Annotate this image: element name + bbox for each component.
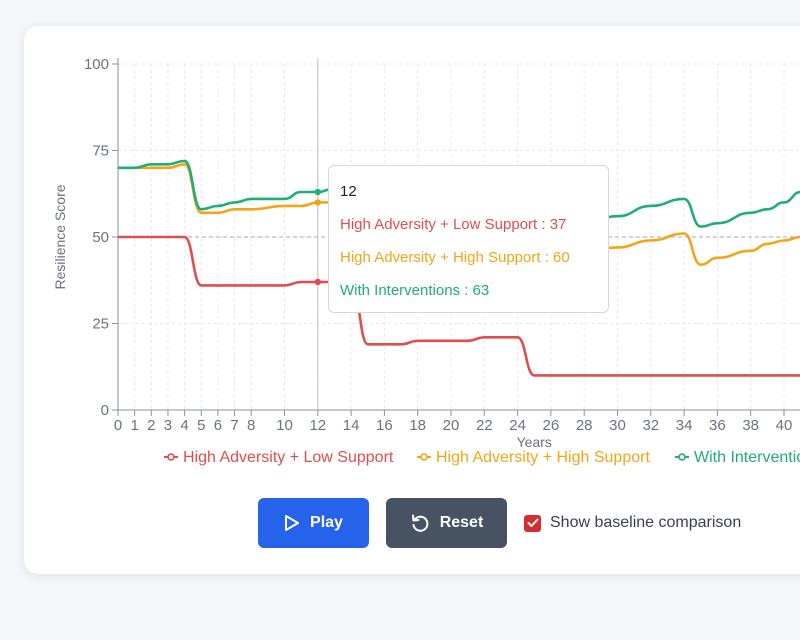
tooltip-line-interventions: With Interventions : 63 (340, 282, 490, 299)
y-tick-label: 0 (101, 402, 109, 419)
active-point (314, 278, 321, 286)
series-line-low-support (118, 235, 800, 377)
x-tick-label: 40 (776, 417, 793, 434)
legend-swatch-marker (678, 453, 686, 461)
x-tick-label: 32 (642, 417, 659, 434)
x-axis-label: Years (517, 434, 552, 450)
x-tick-label: 18 (409, 417, 426, 434)
x-tick-label: 28 (576, 417, 593, 434)
active-point (314, 199, 321, 206)
y-axis-label: Resilience Score (52, 184, 68, 289)
x-tick-label: 26 (543, 417, 560, 434)
y-tick-label: 25 (92, 316, 109, 333)
active-point (314, 188, 321, 196)
x-tick-label: 1 (130, 417, 138, 434)
x-tick-label: 16 (376, 417, 393, 434)
controls-bar: Play Reset Show baseline comparison (258, 498, 741, 548)
chart-legend: High Adversity + Low Support High Adversi… (164, 449, 800, 466)
baseline-checkbox-label: Show baseline comparison (550, 514, 742, 531)
tooltip-line-low-support: High Adversity + Low Support : 37 (340, 216, 567, 233)
legend-swatch-marker (420, 453, 428, 461)
x-tick-label: 12 (309, 417, 326, 434)
x-tick-label: 30 (609, 417, 626, 434)
y-tick-label: 50 (92, 229, 109, 246)
series-line-interventions (117, 159, 800, 228)
x-tick-label: 8 (247, 417, 255, 434)
x-tick-label: 10 (276, 417, 293, 434)
x-tick-label: 14 (343, 417, 360, 434)
baseline-toggle[interactable]: Show baseline comparison (524, 514, 741, 532)
x-tick-label: 6 (214, 417, 222, 434)
x-tick-label: 34 (676, 417, 693, 434)
x-tick-label: 24 (509, 417, 526, 434)
play-icon (285, 515, 300, 531)
y-tick-label: 100 (84, 56, 109, 73)
play-button-label: Play (310, 514, 343, 531)
y-tick-label: 75 (92, 143, 109, 160)
reset-button-label: Reset (439, 514, 484, 531)
legend-item-label: High Adversity + High Support (436, 449, 650, 466)
baseline-checkbox[interactable] (524, 514, 541, 532)
legend-item-label: With Interventions (694, 449, 800, 466)
series-line-high-support (117, 163, 800, 266)
checkmark-icon (527, 518, 538, 527)
tooltip-title: 12 (340, 183, 357, 200)
x-tick-label: 0 (114, 417, 122, 434)
x-tick-label: 3 (164, 417, 172, 434)
reset-button[interactable]: Reset (386, 498, 507, 548)
x-tick-label: 20 (443, 417, 460, 434)
reset-icon (411, 514, 429, 532)
x-tick-label: 7 (230, 417, 238, 434)
tooltip-line-high-support: High Adversity + High Support : 60 (340, 249, 570, 266)
x-tick-label: 2 (147, 417, 155, 434)
x-tick-label: 5 (197, 417, 205, 434)
legend-swatch-marker (167, 453, 175, 461)
x-tick-label: 38 (742, 417, 759, 434)
play-button[interactable]: Play (258, 498, 369, 548)
x-tick-label: 36 (709, 417, 726, 434)
x-tick-label: 22 (476, 417, 493, 434)
legend-item-label: High Adversity + Low Support (183, 449, 394, 466)
chart-tooltip: 12 High Adversity + Low Support : 37 Hig… (328, 165, 609, 313)
x-tick-label: 4 (180, 417, 188, 434)
